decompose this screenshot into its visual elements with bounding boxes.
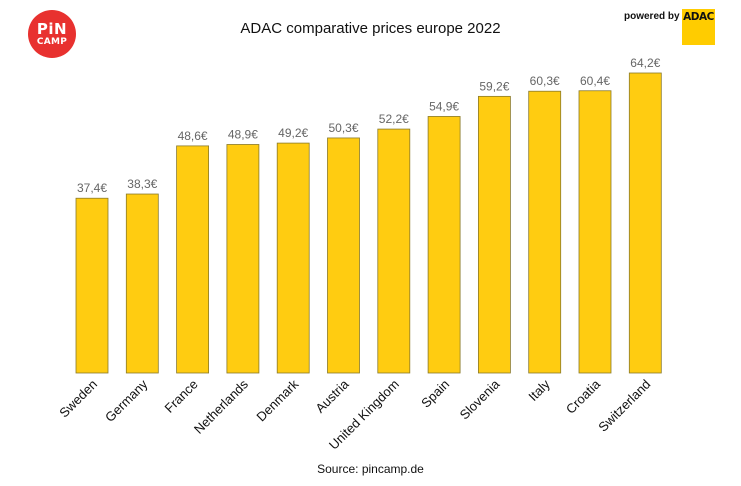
- adac-logo-text: ADAC: [683, 11, 714, 23]
- category-label-slovenia: Slovenia: [457, 376, 503, 422]
- bar-croatia: [578, 90, 612, 374]
- adac-logo: ADAC: [682, 9, 715, 45]
- category-label-france: France: [161, 377, 200, 416]
- bar-netherlands: [226, 144, 260, 374]
- value-label-austria: 50,3€: [328, 121, 358, 135]
- pincamp-logo-line2: CAMP: [36, 36, 68, 47]
- category-label-switzerland: Switzerland: [595, 377, 653, 435]
- powered-by-text: powered by: [624, 11, 680, 22]
- bar-slovenia: [477, 95, 511, 374]
- value-label-france: 48,6€: [178, 129, 208, 143]
- pincamp-logo: PiN CAMP: [28, 10, 76, 58]
- pincamp-logo-line1: PiN: [36, 19, 68, 38]
- category-label-italy: Italy: [525, 376, 553, 404]
- category-label-netherlands: Netherlands: [191, 376, 252, 437]
- bar-germany: [125, 193, 159, 374]
- category-label-germany: Germany: [102, 376, 151, 425]
- bar-france: [176, 145, 210, 374]
- bar-sweden: [75, 197, 109, 374]
- bar-austria: [327, 137, 360, 374]
- category-label-sweden: Sweden: [56, 377, 100, 421]
- value-label-switzerland: 64,2€: [630, 56, 660, 70]
- value-label-united-kingdom: 52,2€: [379, 112, 409, 126]
- value-label-denmark: 49,2€: [278, 126, 308, 140]
- category-label-austria: Austria: [312, 376, 352, 416]
- bar-switzerland: [628, 72, 662, 374]
- category-label-spain: Spain: [418, 377, 452, 411]
- value-label-slovenia: 59,2€: [479, 79, 509, 93]
- bar-united-kingdom: [377, 128, 411, 374]
- bar-spain: [427, 116, 461, 374]
- category-label-denmark: Denmark: [253, 376, 301, 424]
- value-label-spain: 54,9€: [429, 99, 459, 113]
- category-label-croatia: Croatia: [563, 376, 604, 417]
- bar-denmark: [276, 142, 310, 374]
- value-label-italy: 60,3€: [530, 74, 560, 88]
- value-label-croatia: 60,4€: [580, 74, 610, 88]
- bar-italy: [528, 90, 562, 374]
- value-label-netherlands: 48,9€: [228, 127, 258, 141]
- source-note: Source: pincamp.de: [317, 462, 424, 476]
- value-label-germany: 38,3€: [127, 177, 157, 191]
- chart-title: ADAC comparative prices europe 2022: [240, 20, 501, 37]
- value-label-sweden: 37,4€: [77, 181, 107, 195]
